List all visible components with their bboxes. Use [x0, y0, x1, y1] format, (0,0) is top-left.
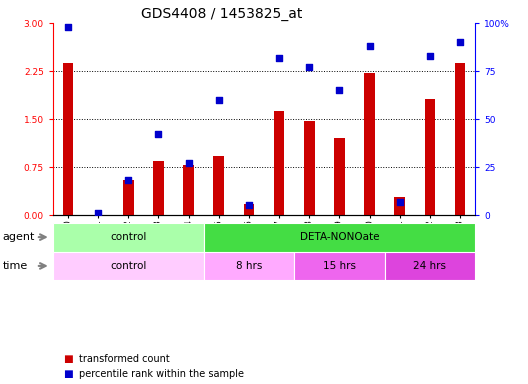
Text: transformed count: transformed count [79, 354, 170, 364]
Text: 15 hrs: 15 hrs [323, 261, 356, 271]
Bar [364, 73, 375, 215]
Point [456, 39, 464, 45]
Bar [213, 156, 224, 215]
Bar [243, 204, 254, 215]
Text: time: time [3, 261, 28, 271]
Bar [123, 180, 134, 215]
Bar [294, 252, 385, 280]
Text: agent: agent [3, 232, 35, 242]
Point [154, 131, 163, 137]
Bar [304, 121, 315, 215]
Point [124, 177, 133, 184]
Bar [425, 99, 435, 215]
Text: control: control [110, 232, 146, 242]
Point [305, 64, 314, 70]
Point [94, 210, 102, 216]
Bar [204, 252, 294, 280]
Bar [385, 252, 475, 280]
Point [275, 55, 284, 61]
Bar [183, 165, 194, 215]
Point [184, 160, 193, 166]
Text: percentile rank within the sample: percentile rank within the sample [79, 369, 244, 379]
Bar [204, 223, 475, 252]
Text: DETA-NONOate: DETA-NONOate [300, 232, 379, 242]
Text: ■: ■ [63, 354, 73, 364]
Point [426, 53, 434, 59]
Point [365, 43, 374, 49]
Bar [53, 223, 204, 252]
Point [214, 97, 223, 103]
Bar [153, 161, 164, 215]
Point [395, 199, 404, 205]
Bar [274, 111, 285, 215]
Text: control: control [110, 261, 146, 271]
Text: GDS4408 / 1453825_at: GDS4408 / 1453825_at [141, 7, 303, 21]
Point [335, 87, 344, 93]
Point [64, 24, 72, 30]
Point [244, 202, 253, 209]
Text: 24 hrs: 24 hrs [413, 261, 447, 271]
Text: ■: ■ [63, 369, 73, 379]
Text: 8 hrs: 8 hrs [235, 261, 262, 271]
Bar [455, 63, 465, 215]
Bar [394, 197, 405, 215]
Bar [63, 63, 73, 215]
Bar [53, 252, 204, 280]
Bar [334, 138, 345, 215]
